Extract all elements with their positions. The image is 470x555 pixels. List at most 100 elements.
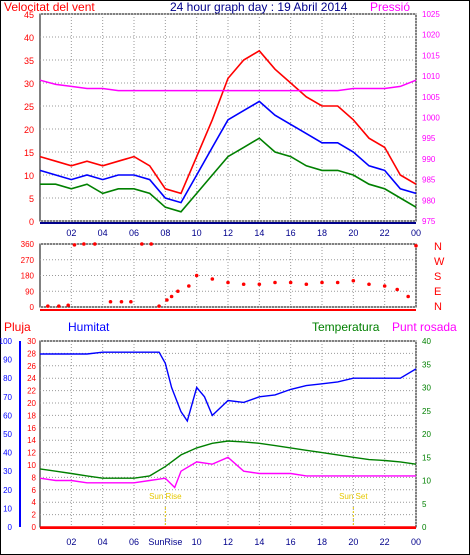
rain-tick-label: 100 bbox=[0, 337, 13, 346]
y-right-tick-label: 985 bbox=[422, 176, 436, 185]
y-tick-label: 0 bbox=[30, 303, 35, 312]
x-tick-label: SunRise bbox=[148, 537, 182, 547]
x-tick-label: 04 bbox=[98, 537, 108, 547]
rain-tick-label: 0 bbox=[8, 523, 13, 532]
humidity-temperature-panel: 0102030405060708090100024681012141618202… bbox=[0, 337, 431, 547]
y-left-tick-label: 14 bbox=[27, 436, 36, 445]
y-right-tick-label: 20 bbox=[422, 430, 431, 439]
x-tick-label: 00 bbox=[411, 228, 421, 238]
y-left-tick-label: 26 bbox=[27, 362, 36, 371]
y-left-tick-label: 18 bbox=[27, 411, 36, 420]
y-left-tick-label: 0 bbox=[29, 217, 34, 227]
rain-tick-label: 20 bbox=[3, 486, 12, 495]
direction-point bbox=[157, 304, 161, 308]
x-tick-label: 14 bbox=[254, 228, 264, 238]
direction-point bbox=[119, 299, 124, 304]
y-left-tick-label: 10 bbox=[27, 461, 36, 470]
direction-point bbox=[82, 242, 86, 246]
y-right-tick-label: 30 bbox=[422, 384, 431, 393]
x-tick-label: 00 bbox=[411, 537, 421, 547]
y-right-tick-label: 1015 bbox=[422, 51, 440, 60]
y-left-tick-label: 6 bbox=[32, 486, 37, 495]
x-tick-label: 20 bbox=[348, 537, 358, 547]
direction-point bbox=[187, 284, 191, 288]
series-dewpoint bbox=[39, 456, 416, 489]
y-right-tick-label: 5 bbox=[422, 500, 427, 509]
direction-point bbox=[382, 284, 387, 288]
direction-point bbox=[273, 280, 277, 285]
y-right-tick-label: 0 bbox=[422, 523, 427, 532]
y-left-tick-label: 30 bbox=[24, 79, 34, 89]
x-tick-label: 06 bbox=[129, 228, 139, 238]
x-tick-label: 22 bbox=[380, 537, 390, 547]
compass-label: N bbox=[434, 241, 442, 253]
rain-tick-label: 10 bbox=[3, 504, 12, 513]
y-left-tick-label: 8 bbox=[32, 473, 37, 482]
direction-point bbox=[320, 280, 324, 285]
x-tick-label: 10 bbox=[192, 228, 202, 238]
series-humidity bbox=[40, 351, 417, 423]
direction-point bbox=[66, 303, 70, 308]
chart-title: 24 hour graph day : 19 Abril 2014 bbox=[170, 0, 348, 14]
direction-point bbox=[140, 242, 144, 246]
wind-axis-label: Velocitat del vent bbox=[4, 0, 95, 14]
direction-point bbox=[395, 287, 400, 292]
y-right-tick-label: 25 bbox=[422, 407, 431, 416]
direction-point bbox=[129, 299, 133, 304]
wind-pressure-panel: 0510152025303540459759809859909951000100… bbox=[24, 10, 440, 238]
x-tick-label: 02 bbox=[66, 537, 76, 547]
x-tick-label: 22 bbox=[380, 228, 390, 238]
series-gust bbox=[39, 49, 417, 195]
rain-tick-label: 40 bbox=[3, 449, 12, 458]
compass-label: N bbox=[434, 301, 442, 313]
direction-point bbox=[93, 242, 97, 246]
direction-point bbox=[72, 243, 77, 247]
temperature-label: Temperatura bbox=[312, 320, 380, 334]
x-tick-label: 10 bbox=[192, 537, 202, 547]
direction-point bbox=[165, 298, 169, 302]
y-left-tick-label: 16 bbox=[27, 424, 36, 433]
x-tick-label: 14 bbox=[254, 537, 264, 547]
x-tick-label: 12 bbox=[223, 537, 233, 547]
x-tick-label: 16 bbox=[286, 228, 296, 238]
humidity-label: Humitat bbox=[68, 320, 110, 334]
direction-point bbox=[149, 242, 154, 246]
direction-point bbox=[194, 273, 199, 278]
direction-point bbox=[414, 243, 418, 248]
x-tick-label: 06 bbox=[129, 537, 139, 547]
direction-point bbox=[351, 278, 356, 283]
direction-point bbox=[169, 294, 174, 299]
dewpoint-label: Punt rosada bbox=[392, 320, 457, 334]
y-left-tick-label: 25 bbox=[24, 102, 34, 112]
y-left-tick-label: 10 bbox=[24, 171, 34, 181]
y-left-tick-label: 0 bbox=[32, 523, 37, 532]
direction-point bbox=[406, 294, 410, 299]
y-right-tick-label: 1005 bbox=[422, 93, 440, 102]
x-tick-label: 12 bbox=[223, 228, 233, 238]
direction-point bbox=[257, 282, 262, 287]
x-tick-label: 20 bbox=[348, 228, 358, 238]
rain-tick-label: 60 bbox=[3, 411, 12, 420]
series-average bbox=[39, 100, 417, 204]
direction-point bbox=[108, 299, 113, 304]
y-tick-label: 90 bbox=[25, 287, 34, 296]
y-tick-label: 270 bbox=[21, 256, 35, 265]
y-left-tick-label: 5 bbox=[29, 194, 34, 204]
y-right-tick-label: 1020 bbox=[422, 31, 440, 40]
y-right-tick-label: 1025 bbox=[422, 10, 440, 19]
y-right-tick-label: 1010 bbox=[422, 72, 440, 81]
compass-label: S bbox=[434, 271, 441, 283]
direction-point bbox=[304, 282, 309, 287]
direction-point bbox=[288, 280, 293, 285]
y-left-tick-label: 28 bbox=[27, 349, 36, 358]
direction-point bbox=[176, 289, 180, 294]
x-tick-label: 04 bbox=[98, 228, 108, 238]
plot-area bbox=[39, 13, 417, 222]
x-tick-label: 16 bbox=[286, 537, 296, 547]
compass-label: E bbox=[434, 286, 441, 298]
direction-point bbox=[57, 304, 61, 308]
x-tick-label: 02 bbox=[66, 228, 76, 238]
y-right-tick-label: 995 bbox=[422, 134, 436, 143]
direction-point bbox=[46, 304, 50, 308]
